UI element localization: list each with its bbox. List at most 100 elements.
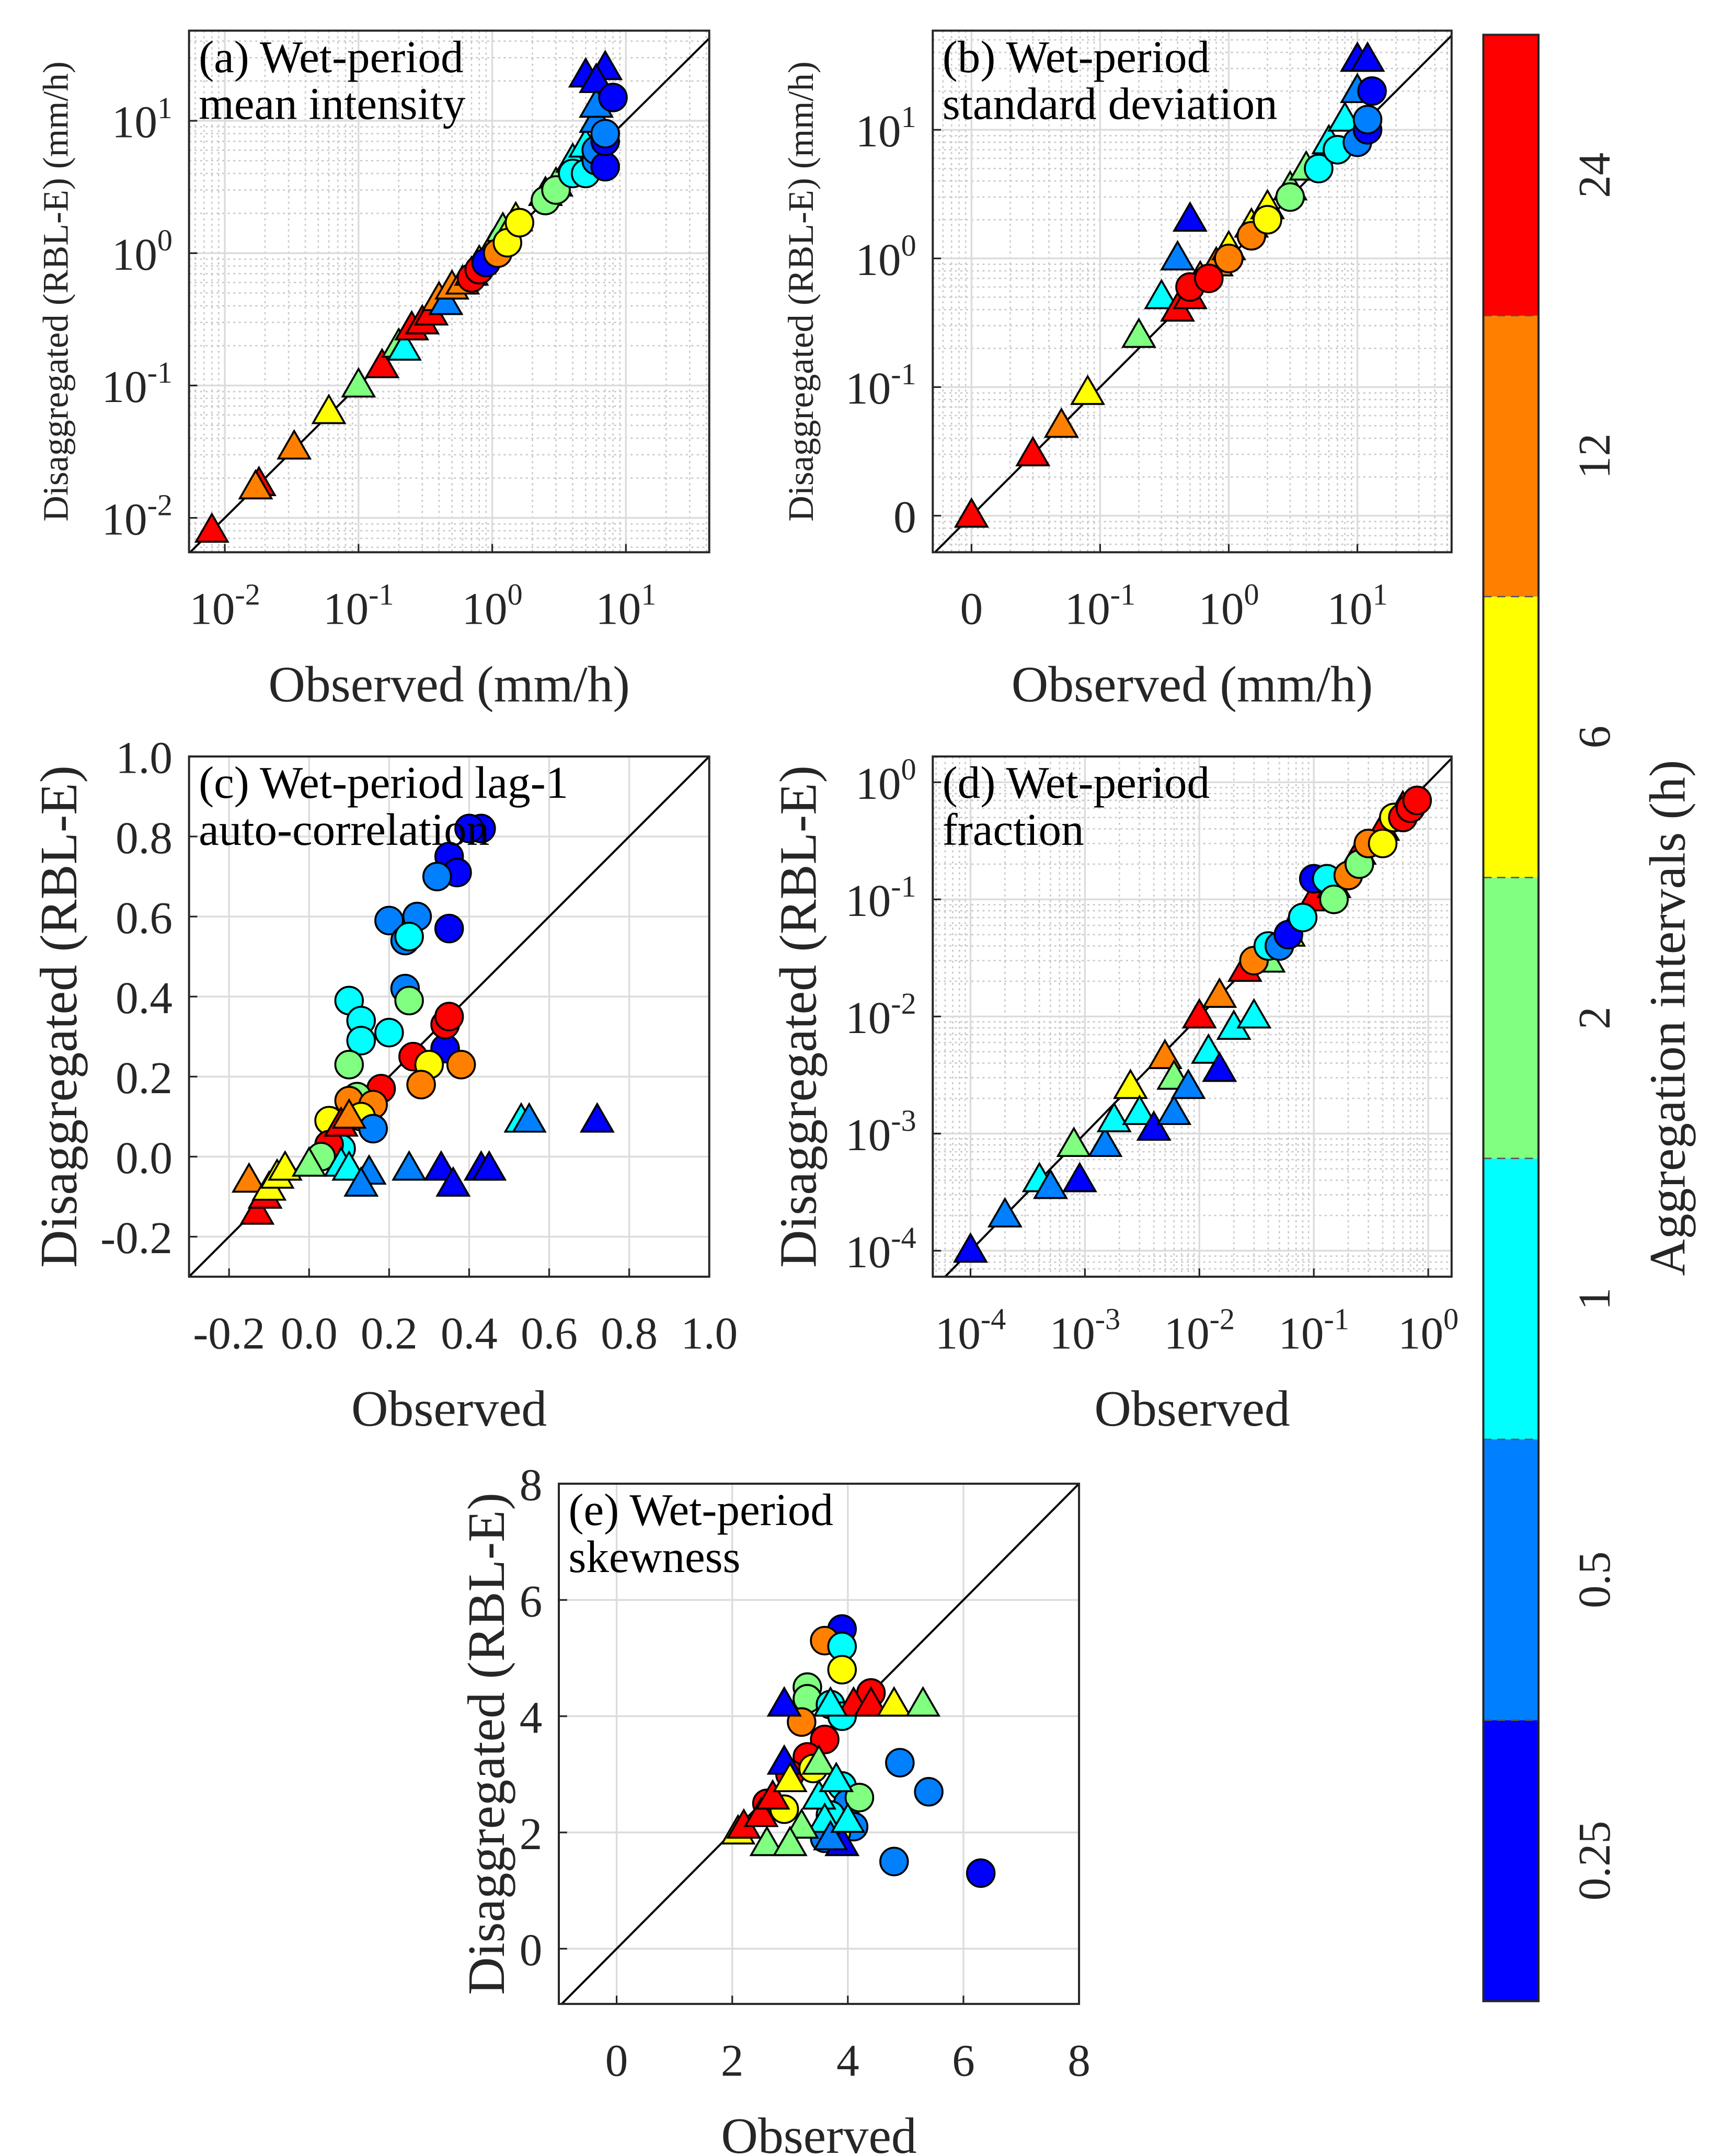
tick-base: 0 <box>893 491 916 542</box>
plot-content <box>189 756 709 1277</box>
data-point-triangle <box>813 1819 848 1851</box>
data-point-triangle <box>952 1232 989 1263</box>
y-axis-label: Disaggregated (RBL-E) <box>457 1493 515 1995</box>
y-tick-label: 8 <box>520 1460 543 1510</box>
data-point-triangle <box>749 1825 785 1856</box>
colorbar-bin <box>1483 315 1539 597</box>
data-point-triangle <box>1121 317 1157 348</box>
data-point-circle <box>446 1050 476 1080</box>
y-tick-label: 101 <box>112 91 173 147</box>
data-point-triangle <box>1156 1094 1192 1125</box>
data-point-circle <box>885 1748 915 1777</box>
colorbar-bin <box>1483 1439 1539 1721</box>
tick-exponent: -1 <box>891 357 916 391</box>
data-point-triangle <box>1181 997 1217 1029</box>
data-point-triangle <box>1112 1068 1149 1099</box>
data-point-triangle <box>954 497 989 528</box>
data-point-triangle <box>905 1686 941 1717</box>
y-tick-label: 0.0 <box>116 1132 173 1183</box>
panel-title: auto-correlation <box>199 804 489 855</box>
data-point-circle <box>374 905 404 936</box>
data-point-circle <box>1368 829 1398 858</box>
y-tick-label: 10-1 <box>845 357 916 414</box>
data-point-triangle <box>1015 435 1051 467</box>
tick-base: 10 <box>595 583 641 634</box>
tick-exponent: -2 <box>891 987 916 1020</box>
tick-base: 10 <box>112 97 157 147</box>
data-point-circle <box>454 813 484 844</box>
plot-content <box>933 756 1452 1277</box>
data-point-triangle <box>231 1162 267 1193</box>
data-point-triangle <box>876 1686 912 1717</box>
tick-base: 10 <box>462 583 507 634</box>
x-tick-label: 0 <box>960 583 983 634</box>
x-tick-label: 100 <box>1198 578 1259 634</box>
colorbar-tick-label: 0.25 <box>1569 1821 1620 1900</box>
y-tick-label: 10-2 <box>845 987 916 1043</box>
y-tick-label: -0.2 <box>100 1212 173 1263</box>
x-tick-label: 0 <box>605 2035 628 2085</box>
tick-exponent: -2 <box>235 578 260 612</box>
y-tick-label: 100 <box>112 223 173 280</box>
x-axis-label: Observed <box>721 2108 916 2156</box>
data-point-circle <box>434 913 464 944</box>
x-tick-label: 10-1 <box>1065 578 1135 634</box>
colorbar-tick-label: 0.5 <box>1569 1551 1620 1608</box>
data-point-circle <box>914 1777 944 1807</box>
data-point-triangle <box>238 468 273 500</box>
data-point-triangle <box>1202 977 1237 1008</box>
x-tick-label: 8 <box>1067 2035 1090 2085</box>
data-point-circle <box>1304 154 1334 184</box>
tick-base: 10 <box>1198 583 1244 634</box>
tick-exponent: -1 <box>1110 578 1135 612</box>
tick-exponent: 0 <box>901 752 916 786</box>
x-tick-label: 10-1 <box>323 578 394 634</box>
x-axis-label: Observed (mm/h) <box>1012 656 1373 713</box>
y-tick-label: 100 <box>856 752 916 809</box>
tick-base: 10 <box>845 1109 891 1160</box>
data-point-circle <box>1194 263 1224 293</box>
data-point-triangle <box>830 1802 866 1833</box>
data-point-circle <box>1402 785 1432 816</box>
axes-box <box>932 29 1453 554</box>
data-point-circle <box>394 985 424 1016</box>
tick-base: 10 <box>856 758 901 809</box>
plot-content <box>189 30 709 553</box>
data-point-triangle <box>579 62 614 93</box>
tick-base: 10 <box>189 583 235 634</box>
panel-title: (b) Wet-period <box>943 31 1210 82</box>
tick-base: 10 <box>845 992 891 1043</box>
tick-exponent: -4 <box>891 1221 916 1255</box>
x-tick-label: 101 <box>595 578 656 634</box>
x-tick-label: 1.0 <box>681 1308 738 1358</box>
colorbar-title: Aggregation intervals (h) <box>1640 760 1696 1276</box>
y-tick-label: 10-4 <box>845 1221 916 1277</box>
tick-exponent: 0 <box>1244 578 1259 612</box>
axes-box <box>558 1483 1081 2005</box>
data-point-triangle <box>1043 407 1079 438</box>
colorbar-bin <box>1483 597 1539 878</box>
data-point-circle <box>1288 902 1318 933</box>
panel-title: standard deviation <box>943 78 1278 129</box>
panel-c: -0.2 0.0 0.2 0.4 0.6 0.8 1.0 -0.2 0.0 0.2 0.4 0.6 0.… <box>30 732 738 1437</box>
tick-base: 10 <box>845 1226 891 1277</box>
data-point-triangle <box>1062 1162 1097 1192</box>
data-point-triangle <box>755 1779 790 1810</box>
tick-exponent: 1 <box>901 100 916 134</box>
tick-exponent: -3 <box>891 1104 916 1138</box>
tick-exponent: 1 <box>641 578 656 612</box>
tick-base: 10 <box>1278 1308 1324 1358</box>
data-point-triangle <box>1070 374 1106 405</box>
tick-base: 10 <box>845 363 891 414</box>
x-tick-label: 10-4 <box>935 1302 1006 1358</box>
tick-base: 10 <box>1050 1308 1095 1358</box>
colorbar-bin <box>1483 877 1539 1159</box>
tick-exponent: 1 <box>157 91 173 125</box>
data-point-triangle <box>1144 279 1179 309</box>
data-point-circle <box>827 1655 857 1685</box>
data-point-circle <box>590 119 620 148</box>
data-point-circle <box>334 1050 364 1080</box>
x-tick-label: 0.8 <box>601 1308 658 1358</box>
data-point-circle <box>346 1026 376 1056</box>
